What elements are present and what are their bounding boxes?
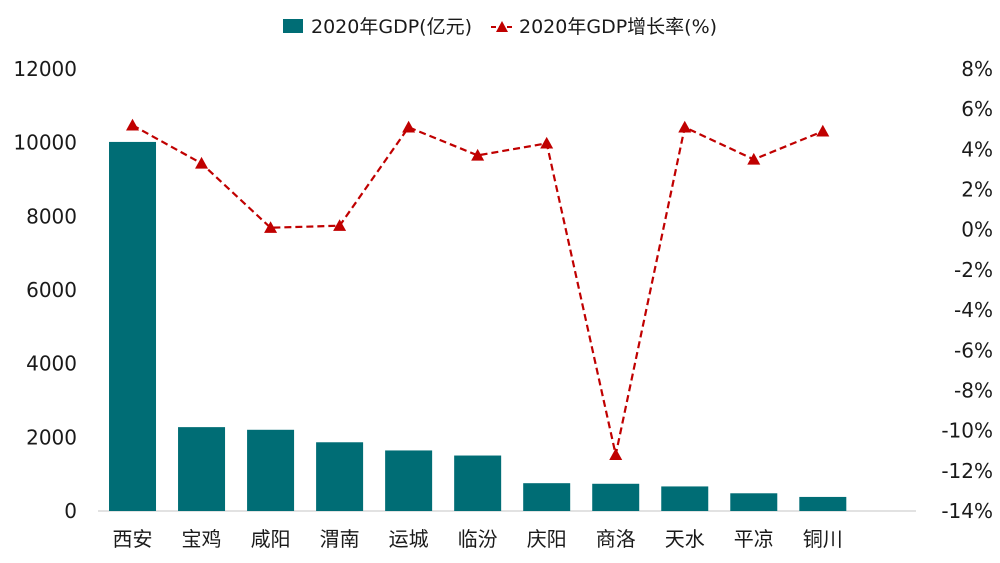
left-tick-label: 10000 <box>13 131 77 155</box>
category-label: 平凉 <box>734 527 774 551</box>
category-label: 庆阳 <box>527 527 567 551</box>
left-tick-label: 0 <box>64 499 77 523</box>
category-label: 西安 <box>113 527 153 551</box>
right-tick-label: -8% <box>954 378 993 402</box>
growth-line <box>131 124 824 455</box>
legend: 2020年GDP(亿元) 2020年GDP增长率(%) <box>283 16 717 38</box>
gdp-bar <box>523 483 571 511</box>
right-tick-label: 8% <box>961 57 993 81</box>
left-tick-label: 12000 <box>13 57 77 81</box>
gdp-bar <box>178 427 226 511</box>
growth-point-marker <box>264 221 278 233</box>
legend-bar-label: 2020年GDP(亿元) <box>311 16 472 38</box>
legend-bar-swatch <box>283 19 303 33</box>
growth-line-series <box>126 118 830 460</box>
gdp-bar <box>109 141 157 511</box>
right-axis: -14% -12% -10% -8% -6% -4% -2% 0% 2% 4% 6% 8% <box>941 57 993 523</box>
gdp-bar <box>316 442 364 511</box>
growth-point-marker <box>678 120 692 133</box>
growth-point-marker <box>609 448 623 460</box>
growth-point-marker <box>126 118 140 131</box>
right-tick-label: -10% <box>941 419 993 443</box>
gdp-bar <box>385 450 433 511</box>
gdp-bar <box>799 496 847 511</box>
left-tick-label: 8000 <box>26 204 77 228</box>
right-tick-label: -6% <box>954 338 993 362</box>
gdp-bar <box>661 486 709 511</box>
gdp-bar <box>592 483 640 511</box>
category-label: 商洛 <box>596 527 636 551</box>
right-tick-label: -14% <box>941 499 993 523</box>
growth-point-marker <box>816 124 830 137</box>
growth-point-marker <box>540 136 554 149</box>
category-label: 天水 <box>665 527 705 551</box>
left-tick-label: 4000 <box>26 352 77 376</box>
legend-line-label: 2020年GDP增长率(%) <box>519 16 717 38</box>
category-label: 渭南 <box>320 527 360 551</box>
right-tick-label: -12% <box>941 459 993 483</box>
category-label: 咸阳 <box>251 527 291 551</box>
right-tick-label: 6% <box>961 97 993 121</box>
gdp-bar <box>730 493 778 511</box>
left-axis: 0 2000 4000 6000 8000 10000 12000 <box>13 57 77 523</box>
gdp-bar <box>454 455 502 511</box>
right-tick-label: -4% <box>954 298 993 322</box>
growth-point-marker <box>333 219 347 231</box>
category-label: 运城 <box>389 527 429 551</box>
left-tick-label: 2000 <box>26 425 77 449</box>
right-tick-label: 0% <box>961 218 993 242</box>
growth-point-marker <box>195 156 209 169</box>
growth-point-marker <box>471 148 485 161</box>
category-label: 临汾 <box>458 527 498 551</box>
legend-line-marker <box>496 21 508 32</box>
bar-series <box>109 141 847 511</box>
category-label: 铜川 <box>803 527 843 551</box>
right-tick-label: -2% <box>954 258 993 282</box>
gdp-bar <box>247 429 295 511</box>
category-axis: 西安 宝鸡 咸阳 渭南 运城 临汾 庆阳 商洛 天水 平凉 铜川 <box>113 527 843 551</box>
right-tick-label: 4% <box>961 137 993 161</box>
right-tick-label: 2% <box>961 178 993 202</box>
growth-point-marker <box>402 120 416 133</box>
category-label: 宝鸡 <box>182 527 222 551</box>
left-tick-label: 6000 <box>26 278 77 302</box>
growth-point-marker <box>747 152 761 165</box>
